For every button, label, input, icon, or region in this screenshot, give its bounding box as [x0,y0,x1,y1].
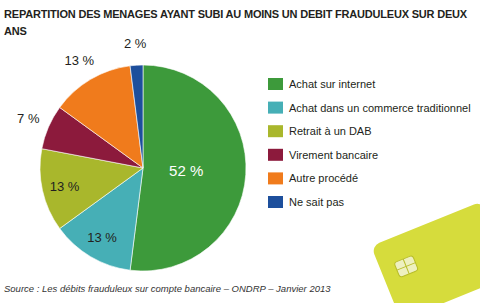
data-label: 13 % [65,53,95,68]
slice [60,66,143,168]
legend-label: Ne sait pas [289,196,345,208]
data-label: 13 % [50,179,80,194]
data-labels: 52 % 13 % 13 % 7 % 13 % 2 % [17,36,203,245]
legend-label: Autre procédé [289,172,358,184]
legend-label: Achat dans un commerce traditionnel [289,102,471,114]
card-chip-line [403,259,409,274]
data-label: 13 % [87,230,117,245]
source: Source : Les débits frauduleux sur compt… [4,283,331,294]
data-label: 2 % [124,36,147,51]
legend-swatch [268,172,283,184]
title: REPARTITION DES MENAGES AYANT SUBI AU MO… [4,6,472,40]
slices [40,65,246,271]
legend-swatch [268,102,283,114]
data-label: 52 % [169,162,203,179]
legend-swatch [268,196,283,208]
slice [130,65,143,168]
card-decoration [371,201,480,303]
legend-label: Retrait à un DAB [289,125,372,137]
legend-swatch [268,125,283,137]
legend-label: Achat sur internet [289,78,375,90]
legend: Achat sur internet Achat dans un commerce… [268,78,471,208]
slice [130,65,246,271]
card-body [371,201,480,303]
legend-swatch [268,78,283,90]
data-label: 7 % [17,111,40,126]
legend-swatch [268,149,283,161]
legend-label: Virement bancaire [289,149,378,161]
card-chip [394,255,419,277]
chart: 52 % 13 % 13 % 7 % 13 % 2 % Achat sur internet… [0,0,480,303]
